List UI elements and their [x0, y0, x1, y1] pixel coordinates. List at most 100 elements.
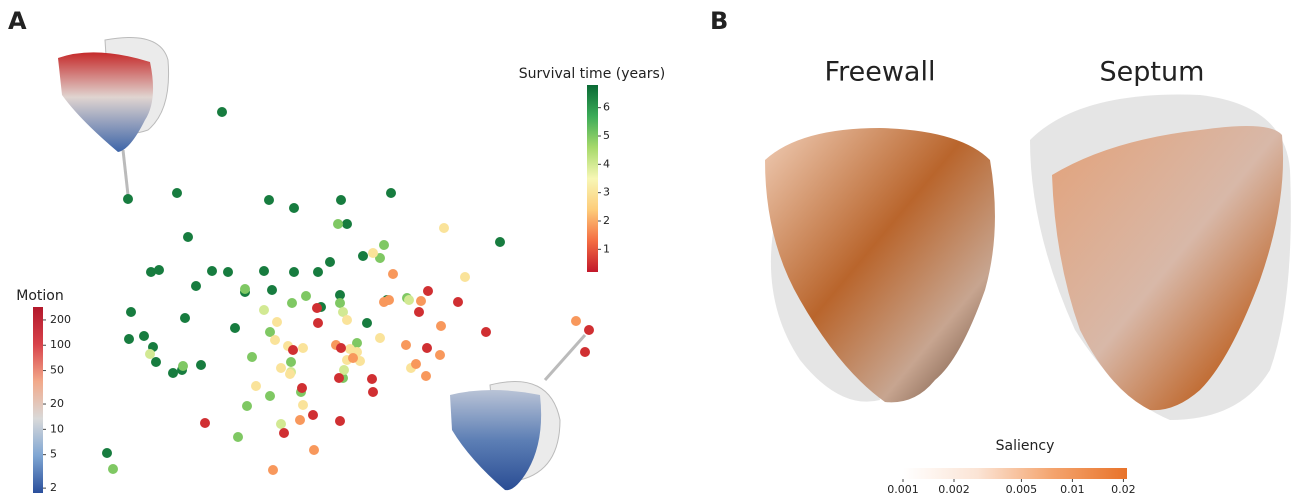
point: [439, 223, 449, 233]
tick-label: 5: [50, 448, 57, 461]
point: [276, 363, 286, 373]
colorbar: [903, 468, 1127, 479]
point: [298, 400, 308, 410]
point: [151, 357, 161, 367]
colorbar-title: Motion: [16, 288, 63, 304]
tick-label: 1: [603, 242, 610, 255]
point: [295, 415, 305, 425]
point: [230, 323, 240, 333]
point: [362, 318, 372, 328]
point: [335, 290, 345, 300]
point: [308, 410, 318, 420]
point: [279, 428, 289, 438]
point: [460, 272, 470, 282]
tick-label: 2: [50, 481, 57, 494]
point: [276, 419, 286, 429]
point: [416, 296, 426, 306]
point: [495, 237, 505, 247]
tick-label: 4: [603, 157, 610, 170]
point: [207, 266, 217, 276]
point: [334, 373, 344, 383]
point: [422, 343, 432, 353]
tick-label: 200: [50, 313, 71, 326]
point: [367, 374, 377, 384]
point: [251, 381, 261, 391]
point: [313, 267, 323, 277]
point: [288, 345, 298, 355]
point: [180, 313, 190, 323]
heart: [58, 52, 154, 152]
tick-label: 50: [50, 364, 64, 377]
point: [388, 269, 398, 279]
point: [411, 359, 421, 369]
point: [336, 195, 346, 205]
point: [379, 240, 389, 250]
point: [386, 188, 396, 198]
point: [264, 195, 274, 205]
point: [342, 315, 352, 325]
point: [217, 107, 227, 117]
point: [435, 350, 445, 360]
point: [287, 298, 297, 308]
point: [259, 305, 269, 315]
colorbar: [587, 85, 598, 272]
point: [168, 368, 178, 378]
point: [183, 232, 193, 242]
point: [242, 401, 252, 411]
point: [145, 349, 155, 359]
point: [178, 361, 188, 371]
point: [423, 286, 433, 296]
point: [339, 365, 349, 375]
point: [172, 188, 182, 198]
point: [335, 416, 345, 426]
point: [453, 297, 463, 307]
point: [401, 340, 411, 350]
point: [368, 387, 378, 397]
colorbar-title: Survival time (years): [519, 66, 665, 82]
point: [270, 335, 280, 345]
point: [298, 343, 308, 353]
point: [146, 267, 156, 277]
point: [286, 357, 296, 367]
point: [247, 352, 257, 362]
point: [313, 318, 323, 328]
point: [312, 303, 322, 313]
panel-label: B: [710, 7, 728, 35]
point: [481, 327, 491, 337]
heart: [1052, 126, 1284, 411]
point: [571, 316, 581, 326]
point: [268, 465, 278, 475]
point: [289, 203, 299, 213]
point: [338, 307, 348, 317]
point: [265, 327, 275, 337]
point: [336, 343, 346, 353]
point: [421, 371, 431, 381]
tick-label: 10: [50, 422, 64, 435]
point: [223, 267, 233, 277]
point: [154, 265, 164, 275]
point: [342, 219, 352, 229]
point: [196, 360, 206, 370]
point: [123, 194, 133, 204]
point: [265, 391, 275, 401]
point: [436, 321, 446, 331]
point: [272, 317, 282, 327]
point: [102, 448, 112, 458]
tick-label: 20: [50, 397, 64, 410]
point: [240, 284, 250, 294]
tick-label: 6: [603, 101, 610, 114]
colorbar-title: Saliency: [996, 438, 1055, 454]
tick-label: 0.02: [1111, 483, 1136, 496]
point: [333, 219, 343, 229]
point: [289, 267, 299, 277]
point: [352, 338, 362, 348]
tick-label: 100: [50, 338, 71, 351]
panel-label: A: [8, 7, 27, 35]
tick-label: 3: [603, 186, 610, 199]
point: [191, 281, 201, 291]
tick-label: 0.01: [1060, 483, 1085, 496]
point: [584, 325, 594, 335]
point: [414, 307, 424, 317]
point: [325, 257, 335, 267]
point: [285, 369, 295, 379]
